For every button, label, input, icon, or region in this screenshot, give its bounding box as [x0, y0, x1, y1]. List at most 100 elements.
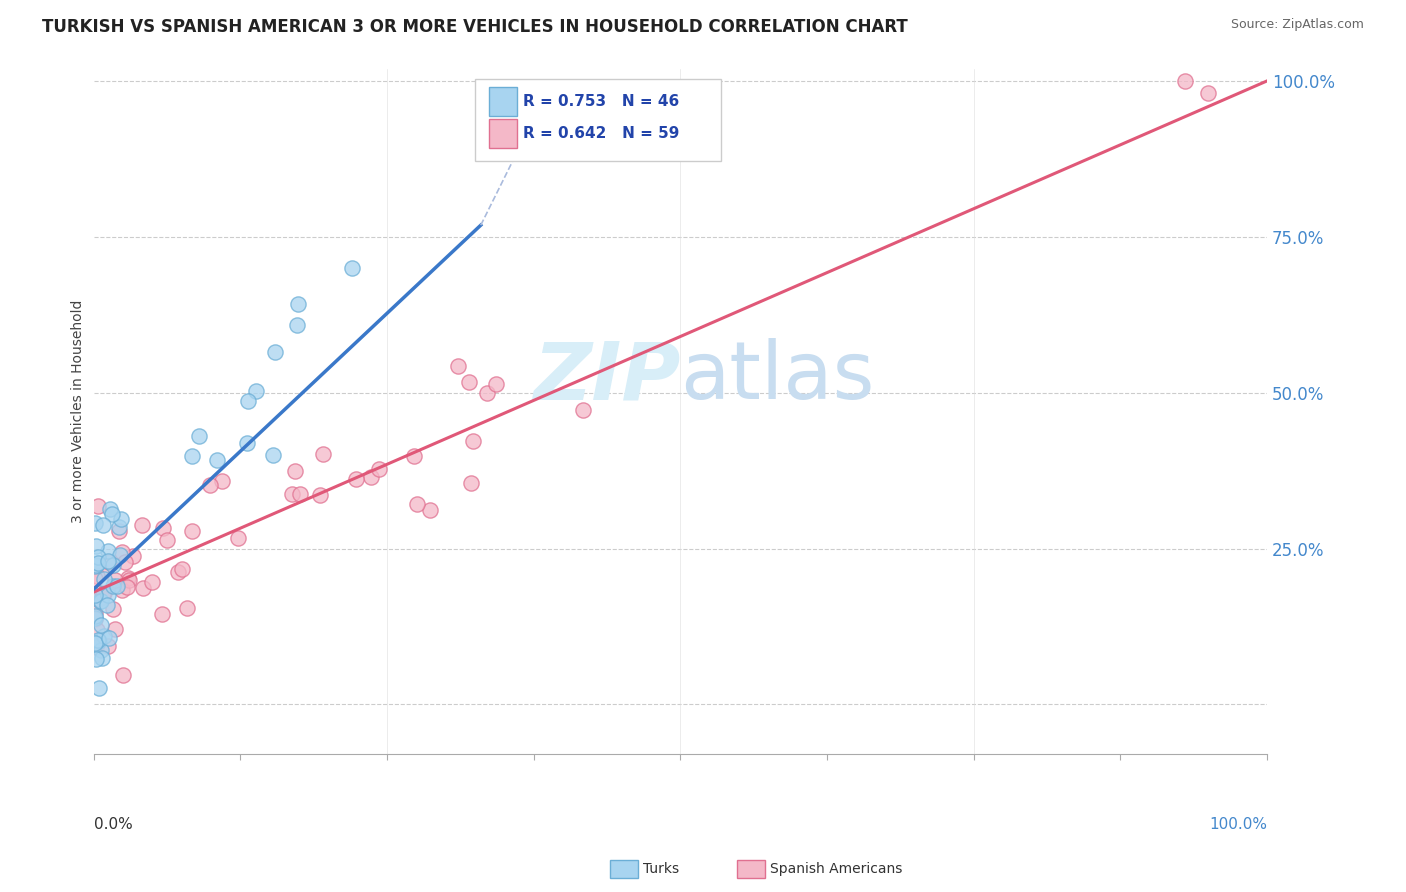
- Point: [114, 555, 136, 569]
- Point: [181, 450, 204, 464]
- Point: [90, 618, 112, 632]
- Point: [170, 562, 193, 576]
- Text: 0.0%: 0.0%: [94, 817, 132, 832]
- Point: [112, 668, 135, 682]
- Point: [180, 524, 202, 538]
- Point: [86, 651, 108, 665]
- Text: TURKISH VS SPANISH AMERICAN 3 OR MORE VEHICLES IN HOUSEHOLD CORRELATION CHART: TURKISH VS SPANISH AMERICAN 3 OR MORE VE…: [42, 18, 908, 36]
- Text: 100.0%: 100.0%: [1209, 817, 1267, 832]
- Point: [344, 472, 367, 486]
- Point: [150, 607, 173, 621]
- Point: [83, 516, 105, 531]
- Point: [245, 384, 267, 398]
- Point: [104, 574, 127, 588]
- Point: [83, 606, 105, 620]
- Point: [406, 497, 429, 511]
- Point: [104, 622, 127, 636]
- Point: [461, 434, 484, 449]
- Point: [110, 548, 132, 562]
- Point: [101, 508, 124, 522]
- Point: [86, 539, 108, 553]
- Point: [97, 588, 120, 602]
- Point: [83, 612, 105, 626]
- Point: [110, 512, 132, 526]
- Point: [111, 545, 134, 559]
- Point: [188, 428, 211, 442]
- Point: [458, 376, 481, 390]
- Point: [460, 475, 482, 490]
- Point: [281, 487, 304, 501]
- Point: [207, 452, 229, 467]
- Point: [107, 520, 129, 534]
- Text: Spanish Americans: Spanish Americans: [770, 862, 903, 876]
- Point: [98, 502, 121, 516]
- Point: [340, 260, 363, 275]
- Point: [83, 588, 105, 602]
- Text: R = 0.753   N = 46: R = 0.753 N = 46: [523, 94, 679, 109]
- Point: [121, 549, 143, 563]
- Point: [97, 554, 120, 568]
- Point: [572, 402, 595, 417]
- Point: [1197, 87, 1219, 101]
- Point: [309, 488, 332, 502]
- Point: [101, 602, 124, 616]
- Point: [1174, 74, 1197, 88]
- Point: [447, 359, 470, 374]
- Point: [312, 447, 335, 461]
- Point: [97, 555, 120, 569]
- Point: [118, 573, 141, 587]
- Point: [87, 592, 110, 607]
- Point: [156, 533, 179, 547]
- Point: [264, 344, 287, 359]
- Point: [83, 609, 105, 624]
- Point: [87, 550, 110, 565]
- Point: [93, 572, 115, 586]
- Point: [477, 386, 499, 401]
- Point: [107, 579, 129, 593]
- Point: [235, 436, 257, 450]
- Point: [101, 558, 124, 572]
- Point: [419, 502, 441, 516]
- Point: [83, 611, 105, 625]
- Point: [83, 558, 105, 573]
- Point: [167, 566, 190, 580]
- Point: [287, 318, 309, 332]
- Point: [287, 296, 309, 310]
- Point: [152, 521, 174, 535]
- Point: [198, 478, 221, 492]
- Point: [131, 517, 153, 532]
- FancyBboxPatch shape: [489, 87, 517, 116]
- FancyBboxPatch shape: [489, 120, 517, 148]
- Point: [84, 636, 107, 650]
- Point: [93, 629, 115, 643]
- Point: [226, 531, 249, 545]
- Point: [97, 639, 120, 653]
- Point: [84, 640, 107, 654]
- Text: Turks: Turks: [643, 862, 679, 876]
- Point: [89, 681, 111, 695]
- Point: [96, 599, 118, 613]
- Point: [97, 543, 120, 558]
- Point: [86, 623, 108, 637]
- Point: [115, 580, 138, 594]
- Point: [97, 631, 120, 645]
- Point: [87, 499, 110, 513]
- Point: [90, 590, 112, 604]
- Text: ZIP: ZIP: [533, 338, 681, 416]
- Text: R = 0.642   N = 59: R = 0.642 N = 59: [523, 126, 679, 141]
- Y-axis label: 3 or more Vehicles in Household: 3 or more Vehicles in Household: [72, 300, 86, 523]
- Point: [89, 594, 111, 608]
- Point: [402, 449, 425, 463]
- Point: [485, 376, 508, 391]
- Point: [87, 632, 110, 647]
- Point: [89, 633, 111, 648]
- Point: [111, 582, 134, 597]
- Point: [211, 474, 233, 488]
- Point: [132, 582, 155, 596]
- Point: [284, 464, 307, 478]
- Text: Source: ZipAtlas.com: Source: ZipAtlas.com: [1230, 18, 1364, 31]
- Point: [91, 518, 114, 533]
- Point: [367, 462, 389, 476]
- Point: [86, 569, 108, 583]
- Point: [93, 586, 115, 600]
